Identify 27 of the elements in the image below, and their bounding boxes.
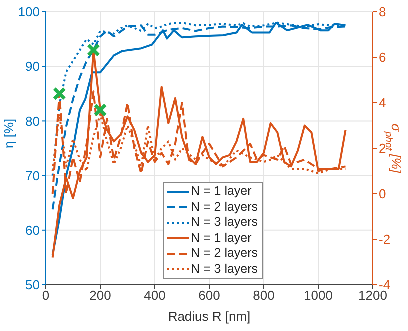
x-tick-label: 0 xyxy=(42,288,50,304)
y-tick-label: 60 xyxy=(26,223,40,238)
legend-label: N = 1 layer xyxy=(191,184,252,200)
y2-tick-label: 4 xyxy=(379,96,386,111)
legend-label: N = 2 layers xyxy=(191,246,258,262)
x-axis-title: Radius R [nm] xyxy=(168,309,251,324)
y2-tick-label: -2 xyxy=(379,232,391,248)
legend-label: N = 3 layers xyxy=(191,262,258,277)
y-tick-label: 70 xyxy=(26,168,40,184)
x-tick-label: 200 xyxy=(90,288,112,304)
legend-label: N = 3 layers xyxy=(191,215,258,230)
y-tick-label: 80 xyxy=(26,114,40,129)
x-tick-label: 1200 xyxy=(358,288,388,304)
x-tick-label: 400 xyxy=(144,288,166,304)
y2-tick-label: 2 xyxy=(379,141,386,156)
x-tick-label: 1000 xyxy=(304,288,333,304)
y-tick-label: 90 xyxy=(26,59,40,74)
y-tick-label: 50 xyxy=(26,278,40,293)
y2-tick-label: 6 xyxy=(379,50,386,66)
x-tick-label: 600 xyxy=(198,288,220,304)
y-axis-title: η [%] xyxy=(2,118,17,148)
y-tick-label: 100 xyxy=(18,4,40,20)
x-tick-label: 800 xyxy=(253,288,275,304)
y2-tick-label: 8 xyxy=(379,4,386,20)
legend-label: N = 2 layers xyxy=(191,200,258,215)
legend-label: N = 1 layer xyxy=(191,230,252,246)
y2-tick-label: 0 xyxy=(379,186,386,202)
